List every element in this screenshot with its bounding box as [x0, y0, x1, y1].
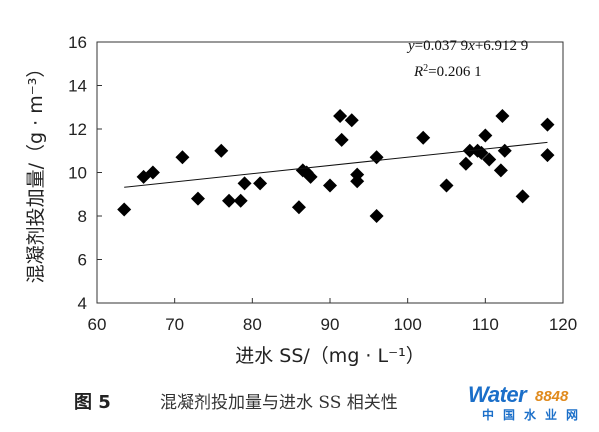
watermark-chinese: 中国水业网 [482, 408, 588, 422]
data-point [334, 132, 349, 147]
data-point [291, 200, 306, 215]
x-tick-label: 90 [321, 315, 340, 334]
x-tick-label: 60 [88, 315, 107, 334]
data-point [416, 130, 431, 145]
data-point [439, 178, 454, 193]
watermark-number: 8848 [535, 388, 569, 405]
y-tick-label: 14 [68, 77, 87, 96]
x-tick-label: 100 [393, 315, 421, 334]
data-point [540, 117, 555, 132]
axis-ticks: 60 70 80 90 100 110 120 4 6 8 10 12 14 16 [68, 33, 577, 334]
y-tick-label: 6 [78, 251, 87, 270]
data-point [233, 193, 248, 208]
y-tick-label: 4 [78, 294, 87, 313]
x-tick-label: 120 [549, 315, 577, 334]
x-tick-label: 80 [243, 315, 262, 334]
data-point [237, 176, 252, 191]
data-point [214, 143, 229, 158]
data-point [458, 156, 473, 171]
plot-area [96, 41, 564, 304]
data-point [493, 163, 508, 178]
y-tick-label: 12 [68, 120, 87, 139]
x-tick-label: 70 [165, 315, 184, 334]
data-point [482, 152, 497, 167]
data-point [253, 176, 268, 191]
data-point [515, 189, 530, 204]
data-point [497, 143, 512, 158]
x-tick-label: 110 [472, 315, 499, 334]
r-squared-label: R2=0.206 1 [413, 63, 482, 81]
data-point [323, 178, 337, 193]
data-point [495, 108, 510, 123]
regression-equation: y=0.037 9x+6.912 9 [406, 38, 528, 54]
x-axis-title: 进水 SS/（mg · L⁻¹） [235, 345, 424, 367]
y-tick-label: 10 [68, 164, 87, 183]
data-point [145, 165, 160, 180]
data-point [350, 167, 365, 182]
data-point [540, 148, 555, 163]
data-point [299, 165, 314, 180]
data-points [117, 108, 555, 223]
data-point [333, 108, 348, 123]
trendline-path [124, 141, 548, 188]
watermark: Water 8848 中国水业网 [468, 382, 598, 422]
data-point [190, 191, 205, 206]
data-point [175, 150, 190, 165]
y-tick-label: 8 [78, 207, 87, 226]
data-point [369, 209, 384, 223]
figure-caption-text: 混凝剂投加量与进水 SS 相关性 [160, 393, 398, 413]
data-point [222, 193, 237, 208]
watermark-brand: Water [468, 382, 527, 407]
figure-number: 图 5 [74, 392, 111, 413]
data-point [344, 113, 359, 128]
scatter-chart: 60 70 80 90 100 110 120 4 6 8 10 12 14 16 y=0.037 9x+… [25, 33, 577, 367]
plot-frame [96, 41, 564, 304]
y-tick-label: 16 [68, 33, 87, 52]
trendline [124, 141, 548, 188]
y-axis-title: 混凝剂投加量/（g · m⁻³） [25, 59, 47, 284]
figure-caption: 图 5 混凝剂投加量与进水 SS 相关性 Water 8848 中国水业网 [0, 382, 599, 422]
data-point [478, 128, 493, 143]
data-point [369, 150, 384, 165]
data-point [117, 202, 132, 217]
